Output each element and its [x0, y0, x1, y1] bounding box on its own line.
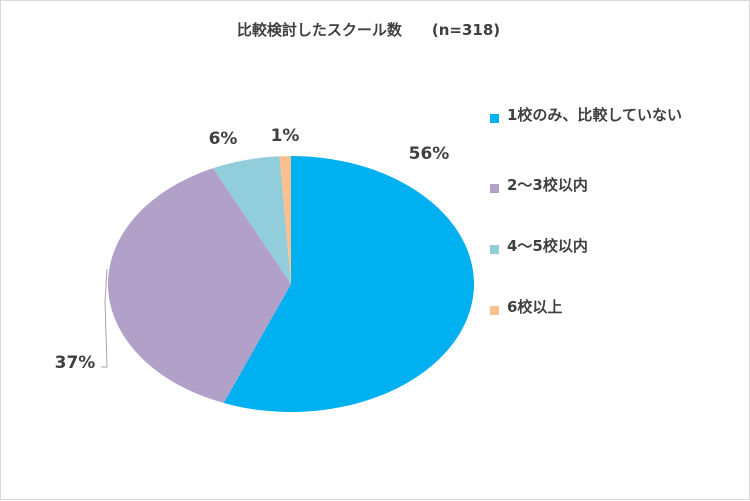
legend-label-2: 2～3校以内 [507, 176, 588, 194]
data-label-3: 6% [209, 129, 238, 149]
chart-title: 比較検討したスクール数 (n=318) [236, 21, 501, 39]
pie-slice-4 [279, 156, 291, 284]
legend-swatch-2 [490, 184, 499, 193]
data-label-2: 37% [55, 353, 96, 373]
legend-item-2: 2～3校以内 [490, 176, 707, 199]
leader-line-2 [101, 268, 108, 368]
legend-item-1: 1校のみ、比較していない [490, 106, 707, 129]
pie-slices [108, 156, 474, 412]
data-labels: 56% 37% 6% 1% [55, 126, 450, 373]
legend-item-3: 4～5校以内 [490, 237, 707, 260]
pie-slice-3 [213, 156, 291, 284]
legend-label-1: 1校のみ、比較していない [507, 106, 682, 124]
data-label-4: 1% [271, 126, 300, 146]
leader-lines [101, 268, 108, 368]
legend-swatch-1 [490, 114, 499, 123]
legend-swatch-4 [490, 306, 499, 315]
legend-label-3: 4～5校以内 [507, 237, 588, 255]
pie-slice-1 [223, 156, 474, 412]
legend-item-4: 6校以上 [490, 298, 707, 321]
legend-label-4: 6校以上 [507, 298, 563, 316]
data-label-1: 56% [409, 144, 450, 164]
legend-swatch-3 [490, 245, 499, 254]
pie-slice-2 [108, 168, 292, 404]
